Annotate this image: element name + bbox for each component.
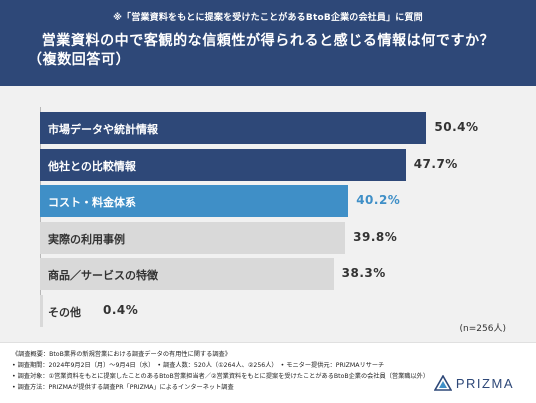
brand-name: PRIZMA bbox=[455, 375, 514, 391]
bar bbox=[40, 294, 44, 327]
footer-line: • 調査対象：①営業資料をもとに提案したことのあるBtoB営業担当者／②営業資料… bbox=[12, 373, 430, 380]
bar-value-label: 0.4% bbox=[103, 302, 139, 317]
bar-category-label: 他社との比較情報 bbox=[48, 159, 136, 173]
footer-line: • 調査方法：PRIZMAが提供する調査PR「PRIZMA」によるインターネット… bbox=[12, 384, 234, 391]
bar-category-label: 実際の利用事例 bbox=[48, 232, 125, 246]
bar-category-label: コスト・料金体系 bbox=[48, 196, 136, 209]
footer-line: • 調査期間：2024年9月2日（月）〜9月4日（水） • 調査人数：520人（… bbox=[12, 362, 385, 369]
bar-value-label: 50.4% bbox=[434, 120, 479, 134]
question-title: 営業資料の中で客観的な信頼性が得られると感じる情報は何ですか？ bbox=[41, 33, 495, 49]
sample-size-note: (n=256人) bbox=[459, 324, 506, 334]
bar bbox=[40, 221, 346, 254]
bar bbox=[40, 258, 334, 290]
question-subtitle: （複数回答可） bbox=[28, 52, 131, 68]
footer-line: 《調査概要：BtoB業界の新規営業における調査データの有用性に関する調査》 bbox=[12, 351, 231, 358]
bar-value-label: 47.7% bbox=[413, 156, 458, 171]
header-banner: ※「営業資料をもとに提案を受けたことがあるBtoB企業の会社員」に質問 営業資料… bbox=[0, 0, 536, 86]
bar bbox=[40, 185, 349, 217]
bar-value-label: 40.2% bbox=[356, 193, 401, 207]
bar-value-label: 39.8% bbox=[353, 229, 398, 244]
brand-logo: PRIZMA bbox=[433, 375, 514, 391]
bar bbox=[40, 112, 427, 144]
prizma-logo-icon bbox=[433, 375, 452, 391]
bar-value-label: 38.3% bbox=[341, 266, 386, 280]
survey-footer: 《調査概要：BtoB業界の新規営業における調査データの有用性に関する調査》 • … bbox=[0, 342, 536, 403]
bar-category-label: その他 bbox=[48, 305, 81, 319]
bar-category-label: 市場データや統計情報 bbox=[48, 123, 158, 136]
survey-target-note: ※「営業資料をもとに提案を受けたことがあるBtoB企業の会社員」に質問 bbox=[113, 13, 423, 23]
bar-category-label: 商品／サービスの特徴 bbox=[48, 269, 158, 282]
bar bbox=[40, 148, 406, 181]
